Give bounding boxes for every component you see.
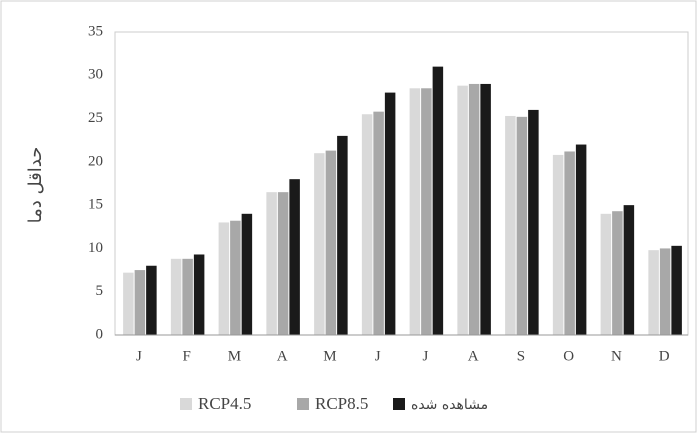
bar [170,258,182,335]
x-tick-label: F [182,348,190,364]
bar [432,66,444,335]
bar [314,153,325,335]
bar [516,116,528,335]
legend-swatch [180,398,192,410]
x-tick-label: M [323,348,336,364]
bar [659,248,671,335]
bar [564,151,575,335]
bar [241,213,253,335]
x-tick-label: O [563,348,574,364]
bar [266,192,277,335]
bar [182,258,193,335]
bar [648,250,659,335]
bar [505,115,516,335]
x-tick-label: J [422,348,428,364]
x-tick-label: N [611,348,622,364]
bar [373,111,384,335]
legend-label: مشاهده شده [411,397,488,413]
bar [671,245,682,335]
legend-swatch [393,398,405,410]
y-tick-label: 5 [96,283,104,299]
y-tick-label: 0 [96,326,104,342]
bar [218,222,230,335]
bar [623,205,635,335]
bar [123,272,134,335]
y-tick-label: 25 [88,110,103,126]
x-tick-label: A [277,348,288,364]
x-tick-label: S [517,348,525,364]
bar [277,192,289,335]
bar [600,213,612,335]
y-axis-label: حداقل دما [25,147,46,224]
bar [480,83,491,335]
bar [575,144,587,335]
bar [468,83,480,335]
bar [337,135,348,335]
y-tick-label: 15 [88,197,103,213]
bar [612,211,623,335]
legend-swatch [297,398,309,410]
bar [528,109,539,336]
bar [230,220,241,335]
bar [361,114,373,335]
bar [409,88,421,336]
bar [552,154,564,335]
bar [193,254,205,335]
bar [384,92,396,335]
bar [421,88,432,336]
bar [146,265,157,335]
x-tick-label: A [468,348,479,364]
bar [289,179,300,335]
bar [134,270,146,335]
x-tick-label: M [228,348,241,364]
y-tick-label: 20 [88,153,103,169]
bar [457,85,468,335]
bar [325,150,337,335]
x-tick-label: D [659,348,670,364]
legend-label: RCP4.5 [198,394,251,413]
y-tick-label: 10 [88,240,103,256]
y-tick-label: 35 [88,23,103,39]
y-tick-label: 30 [88,67,103,83]
legend-label: RCP8.5 [315,394,368,413]
x-tick-label: J [375,348,381,364]
x-tick-label: J [136,348,142,364]
